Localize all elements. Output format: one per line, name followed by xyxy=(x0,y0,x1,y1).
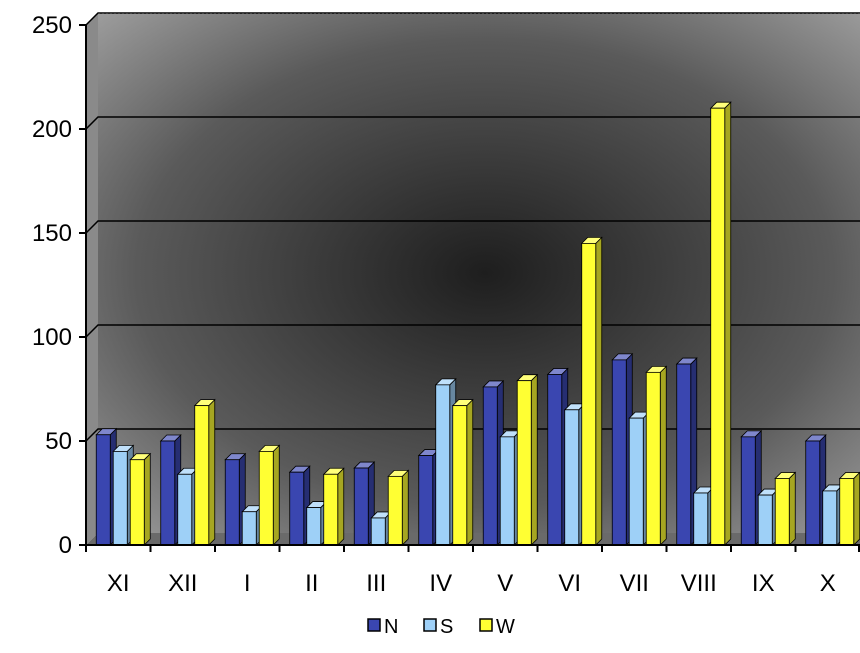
legend-swatch xyxy=(367,618,381,632)
bar-N-III xyxy=(353,461,376,546)
x-tick-label: V xyxy=(497,570,513,597)
bar-W-VIII xyxy=(709,101,732,546)
gridlines xyxy=(85,12,860,442)
gridline xyxy=(85,12,860,26)
legend-label: N xyxy=(384,616,398,638)
legend-item-W: W xyxy=(479,616,515,638)
y-tick-label: 0 xyxy=(59,532,72,559)
x-tick-label: IV xyxy=(429,570,452,597)
x-tick-label: VI xyxy=(558,570,581,597)
bar-W-VI xyxy=(580,236,603,546)
bar-W-X xyxy=(838,471,860,546)
gridline xyxy=(85,428,860,442)
x-tick-label: VIII xyxy=(681,570,717,597)
gridline xyxy=(85,116,860,130)
legend-swatch xyxy=(423,618,437,632)
bar-W-V xyxy=(516,373,539,546)
x-tick-label: X xyxy=(820,570,836,597)
y-tick-label: 200 xyxy=(32,116,72,143)
y-tick-label: 50 xyxy=(45,428,72,455)
legend-item-N: N xyxy=(367,616,398,638)
bar-W-III xyxy=(387,469,410,546)
bar-W-I xyxy=(258,444,281,546)
x-tick-label: XI xyxy=(107,570,130,597)
x-tick-label: II xyxy=(305,570,318,597)
x-tick-label: IX xyxy=(752,570,775,597)
y-tick-label: 250 xyxy=(32,12,72,39)
x-tick-label: I xyxy=(244,570,251,597)
y-tick-label: 150 xyxy=(32,220,72,247)
legend-label: S xyxy=(440,616,453,638)
bar-W-VII xyxy=(645,365,668,546)
bar-W-XII xyxy=(193,398,216,546)
bar-W-IX xyxy=(774,471,797,546)
bar-W-II xyxy=(322,467,345,546)
y-tick-label: 100 xyxy=(32,324,72,351)
side-wall xyxy=(86,13,98,545)
gridline xyxy=(85,324,860,338)
x-tick-label: XII xyxy=(168,570,197,597)
legend-swatch xyxy=(479,618,493,632)
back-wall xyxy=(98,13,860,533)
legend-item-S: S xyxy=(423,616,453,638)
legend-label: W xyxy=(496,616,515,638)
gridline xyxy=(85,220,860,234)
bar-W-XI xyxy=(129,452,152,546)
bar-W-IV xyxy=(451,398,474,546)
x-tick-label: VII xyxy=(620,570,649,597)
x-tick-label: III xyxy=(366,570,386,597)
